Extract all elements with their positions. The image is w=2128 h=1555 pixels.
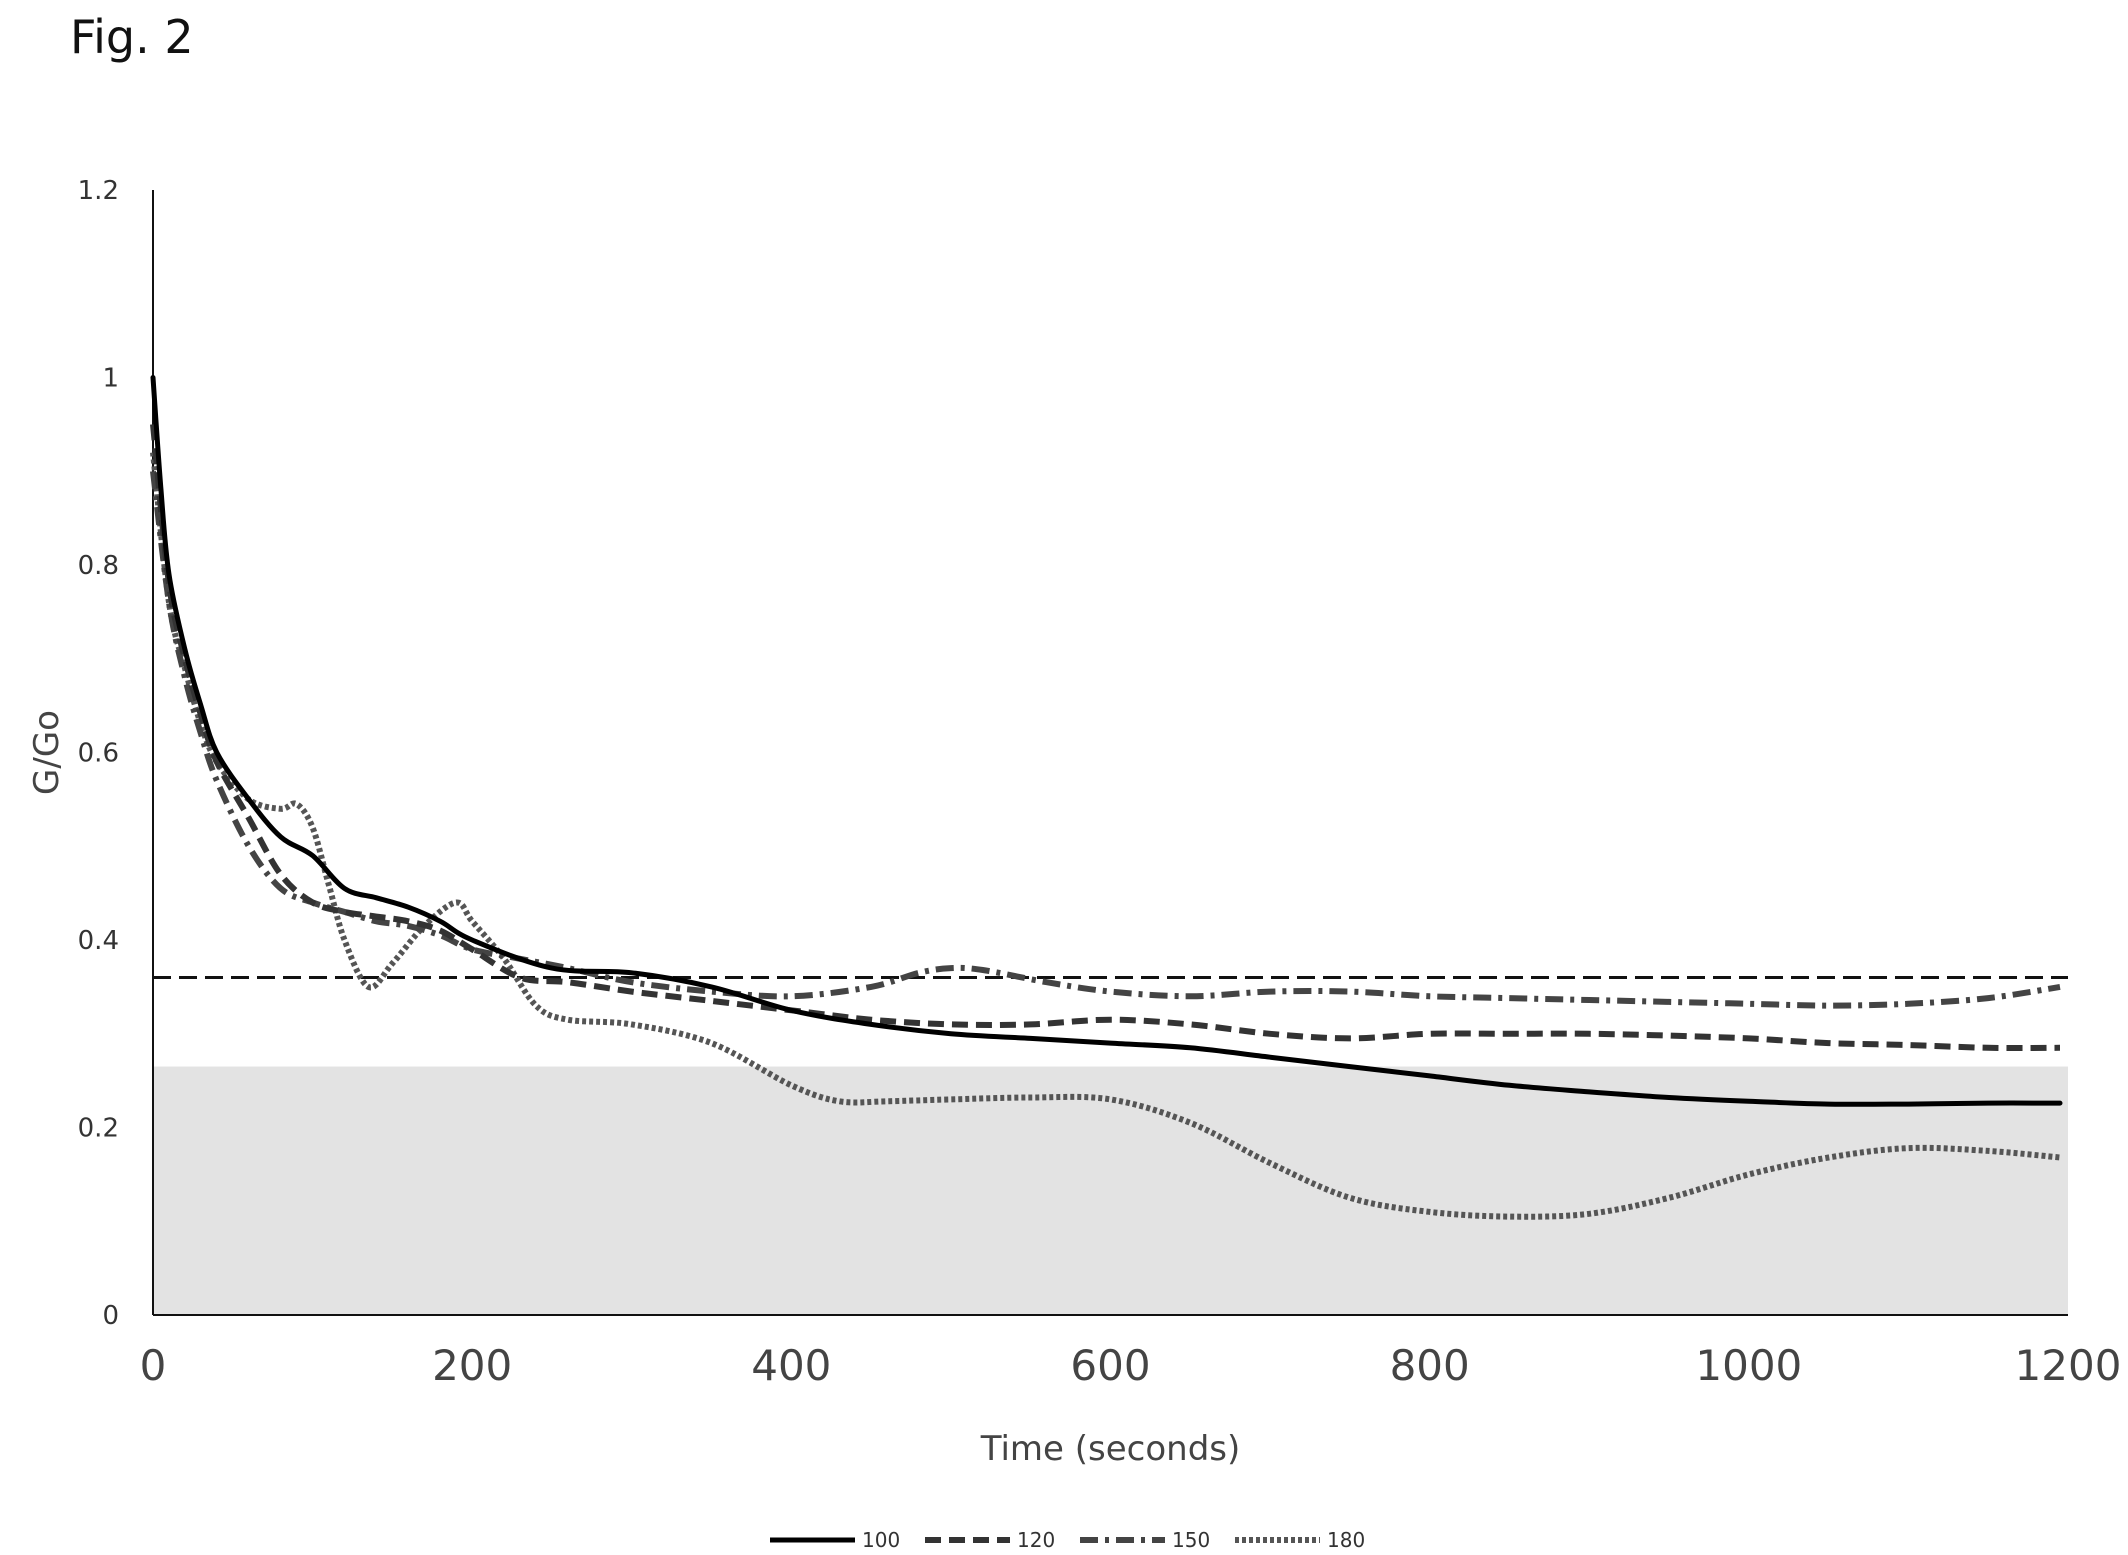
x-tick-label: 800 xyxy=(1390,1341,1470,1390)
x-tick-label: 400 xyxy=(751,1341,831,1390)
figure-label: Fig. 2 xyxy=(70,10,194,64)
x-tick-label: 0 xyxy=(140,1341,167,1390)
x-tick-label: 600 xyxy=(1070,1341,1150,1390)
y-tick-label: 0.8 xyxy=(78,551,119,581)
series-line-100 xyxy=(150,375,2063,1107)
legend-label: 100 xyxy=(862,1528,900,1552)
legend-item-180: 180 xyxy=(1235,1528,1365,1552)
legend-item-100: 100 xyxy=(770,1528,900,1552)
series-line-150 xyxy=(150,470,2061,1009)
y-tick-label: 1.2 xyxy=(78,176,119,206)
legend: 100 120 150 180 xyxy=(770,1528,1365,1552)
y-tick-label: 1 xyxy=(102,364,119,394)
x-axis-title: Time (seconds) xyxy=(980,1429,1241,1469)
series-line-120 xyxy=(150,424,2061,1052)
legend-label: 120 xyxy=(1017,1528,1055,1552)
y-tick-label: 0.6 xyxy=(78,739,119,769)
y-axis-title: G/Go xyxy=(27,710,67,795)
y-tick-label: 0.4 xyxy=(78,926,119,956)
legend-item-150: 150 xyxy=(1080,1528,1210,1552)
x-tick-label: 1200 xyxy=(2015,1341,2122,1390)
x-tick-label: 1000 xyxy=(1695,1341,1802,1390)
y-tick-label: 0.2 xyxy=(78,1114,119,1144)
shaded-band xyxy=(153,1066,2068,1315)
tick-labels-layer: 0 0.2 0.4 0.6 0.8 1 1.2 0 200 400 600 800 1000 1200 xyxy=(78,176,2122,1390)
legend-label: 150 xyxy=(1172,1528,1210,1552)
y-tick-label: 0 xyxy=(102,1301,119,1331)
series-line-180 xyxy=(150,452,2061,1220)
legend-label: 180 xyxy=(1327,1528,1365,1552)
x-tick-label: 200 xyxy=(432,1341,512,1390)
legend-item-120: 120 xyxy=(925,1528,1055,1552)
series-layer xyxy=(150,375,2063,1220)
shaded-band-layer xyxy=(153,1066,2068,1315)
